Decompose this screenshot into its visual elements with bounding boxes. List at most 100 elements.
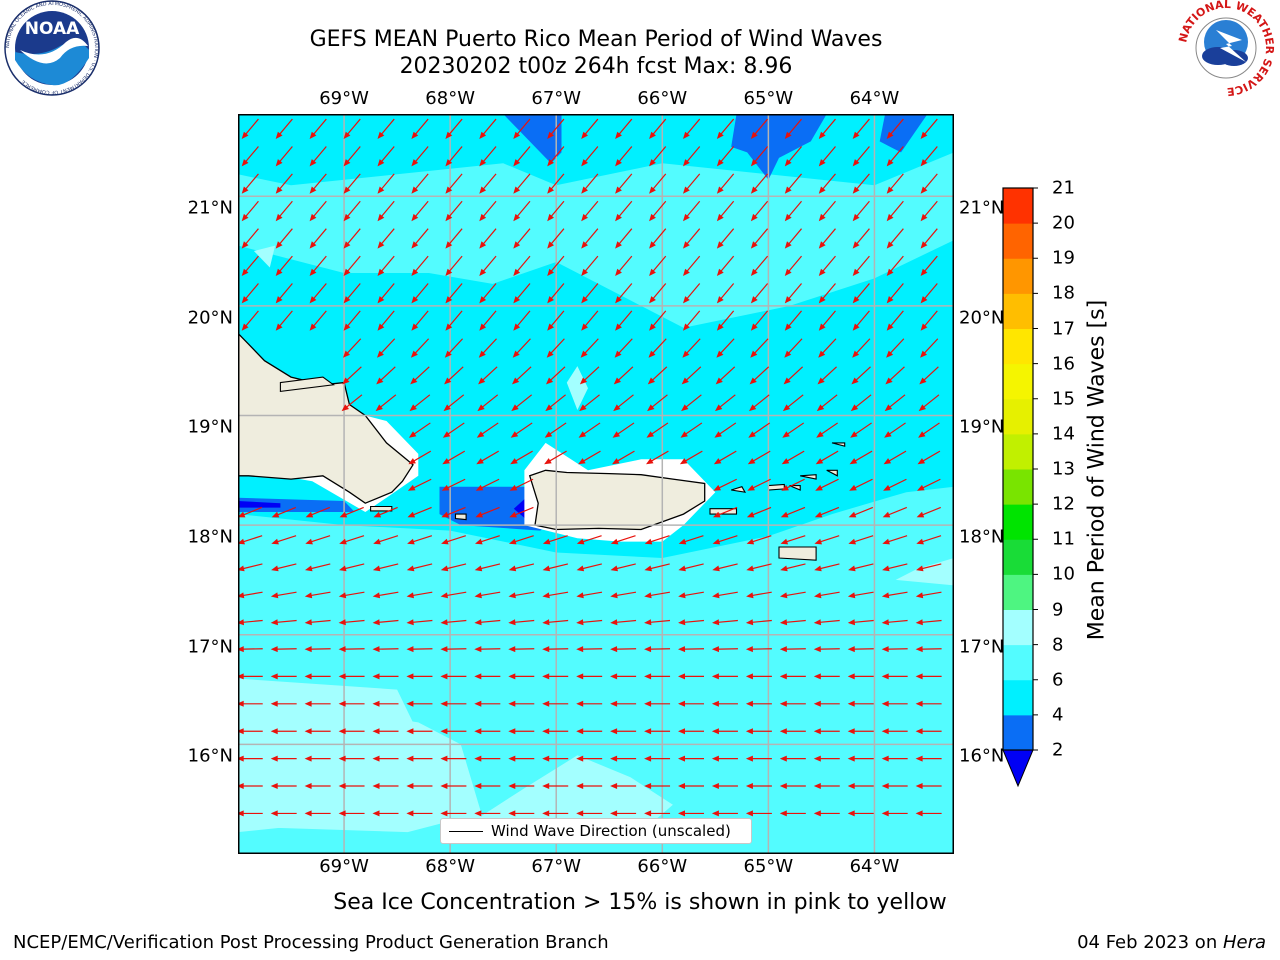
wave-direction-arrow bbox=[683, 118, 701, 139]
wave-direction-arrow bbox=[475, 535, 500, 545]
wave-direction-arrow bbox=[309, 255, 327, 276]
wave-direction-arrow bbox=[479, 310, 497, 331]
wave-direction-arrow bbox=[581, 283, 599, 304]
wave-direction-arrow bbox=[411, 118, 429, 139]
wave-direction-arrow bbox=[238, 535, 263, 545]
wave-direction-arrow bbox=[852, 283, 870, 304]
wave-direction-arrow bbox=[920, 228, 938, 249]
wave-direction-arrow bbox=[445, 283, 463, 304]
wave-direction-arrow bbox=[445, 200, 463, 222]
wave-direction-arrow bbox=[547, 146, 565, 167]
wave-direction-arrow bbox=[343, 173, 361, 194]
wave-direction-arrow bbox=[304, 755, 331, 762]
colorbar-tick-label: 9 bbox=[1052, 599, 1064, 620]
wave-direction-arrow bbox=[886, 283, 904, 304]
wave-direction-arrow bbox=[847, 728, 874, 735]
wave-direction-arrow bbox=[882, 563, 908, 572]
wave-direction-arrow bbox=[407, 506, 432, 518]
colorbar-cell bbox=[1003, 433, 1033, 470]
colorbar-cell bbox=[1003, 293, 1033, 329]
wave-direction-arrow bbox=[881, 700, 908, 707]
wave-direction-arrow bbox=[479, 118, 497, 139]
wave-direction-arrow bbox=[678, 728, 704, 735]
wave-direction-arrow bbox=[644, 646, 671, 653]
wave-direction-arrow bbox=[578, 450, 601, 465]
wave-direction-arrow bbox=[343, 146, 361, 167]
wave-direction-arrow bbox=[881, 755, 908, 762]
wave-direction-arrow bbox=[578, 422, 601, 438]
wave-direction-arrow bbox=[440, 591, 467, 599]
wave-direction-arrow bbox=[241, 228, 259, 249]
wave-direction-arrow bbox=[745, 646, 772, 653]
wave-direction-arrow bbox=[479, 283, 497, 304]
colorbar-cell bbox=[1003, 644, 1033, 681]
wave-direction-arrow bbox=[270, 700, 297, 707]
wave-direction-arrow bbox=[304, 591, 331, 599]
wave-direction-arrow bbox=[646, 450, 669, 465]
wave-direction-arrow bbox=[547, 200, 565, 222]
wave-direction-arrow bbox=[852, 255, 870, 276]
wave-direction-arrow bbox=[884, 394, 906, 412]
period-patch-north-short-1 bbox=[503, 114, 562, 164]
wave-direction-arrow bbox=[644, 673, 671, 680]
lon-label-bottom: 69°W bbox=[319, 856, 369, 877]
wave-direction-arrow bbox=[411, 255, 429, 276]
wave-direction-arrow bbox=[683, 200, 701, 222]
map-panel bbox=[238, 114, 954, 854]
wave-direction-arrow bbox=[780, 563, 806, 572]
wave-direction-arrow bbox=[238, 563, 263, 572]
wave-direction-arrow bbox=[779, 673, 806, 680]
wave-direction-arrow bbox=[711, 673, 738, 680]
lon-label-top: 67°W bbox=[531, 88, 582, 109]
wave-direction-arrow bbox=[304, 783, 331, 789]
wave-direction-arrow bbox=[713, 506, 738, 518]
colorbar-cell bbox=[1003, 609, 1033, 646]
wave-direction-arrow bbox=[238, 783, 263, 789]
wave-direction-arrow bbox=[508, 646, 535, 653]
wave-direction-arrow bbox=[648, 338, 667, 358]
wave-direction-arrow bbox=[338, 728, 365, 735]
wave-direction-arrow bbox=[440, 700, 467, 707]
wave-direction-arrow bbox=[275, 200, 293, 222]
wave-direction-arrow bbox=[818, 146, 836, 167]
wave-direction-arrow bbox=[576, 619, 603, 626]
wave-direction-arrow bbox=[818, 118, 836, 139]
wave-direction-arrow bbox=[241, 200, 259, 222]
wave-direction-arrow bbox=[917, 478, 941, 491]
colorbar-tick-label: 12 bbox=[1052, 493, 1075, 515]
lat-label-right: 18°N bbox=[959, 526, 1005, 548]
wave-direction-arrow bbox=[275, 310, 293, 331]
colorbar-cell bbox=[1003, 398, 1033, 435]
wave-direction-arrow bbox=[615, 118, 633, 139]
wave-direction-arrow bbox=[441, 535, 466, 545]
wave-direction-arrow bbox=[309, 173, 327, 194]
wave-direction-arrow bbox=[852, 200, 870, 222]
wave-direction-arrow bbox=[410, 366, 430, 385]
wave-direction-arrow bbox=[241, 118, 259, 139]
wave-direction-arrow bbox=[440, 755, 467, 762]
wave-direction-arrow bbox=[610, 619, 637, 626]
colorbar-cell bbox=[1003, 504, 1033, 540]
wave-direction-arrow bbox=[610, 810, 637, 817]
wave-direction-arrow bbox=[410, 338, 430, 358]
lat-label-right: 20°N bbox=[959, 307, 1005, 329]
wave-direction-arrow bbox=[680, 422, 703, 438]
colorbar-cell bbox=[1003, 188, 1033, 224]
wave-direction-arrow bbox=[406, 563, 433, 572]
wave-direction-arrow bbox=[750, 118, 769, 139]
lat-label-left: 17°N bbox=[187, 636, 233, 658]
wave-direction-arrow bbox=[920, 338, 939, 358]
wave-direction-arrow bbox=[339, 506, 364, 518]
wave-direction-arrow bbox=[474, 591, 501, 599]
wave-direction-arrow bbox=[510, 450, 533, 465]
wave-direction-arrow bbox=[886, 338, 905, 358]
wave-direction-arrow bbox=[241, 310, 259, 331]
wave-direction-arrow bbox=[542, 783, 569, 789]
wave-direction-arrow bbox=[745, 783, 772, 789]
wave-direction-arrow bbox=[476, 422, 499, 438]
wave-direction-arrow bbox=[851, 366, 871, 385]
wave-direction-arrow bbox=[411, 283, 429, 304]
wave-direction-arrow bbox=[784, 338, 803, 358]
wave-direction-arrow bbox=[479, 200, 497, 222]
wave-direction-arrow bbox=[885, 366, 905, 385]
